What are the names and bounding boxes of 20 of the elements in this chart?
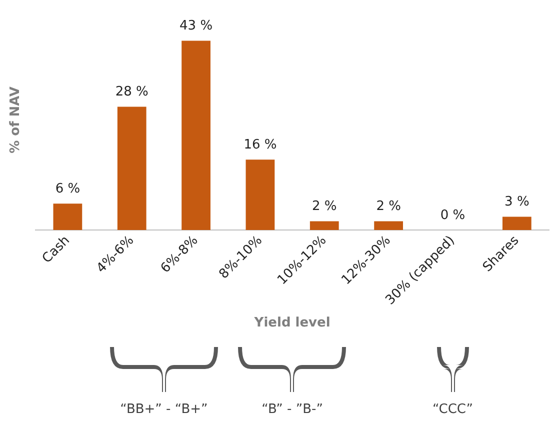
x-axis-title: Yield level [253, 316, 330, 331]
text: “CCC” [432, 402, 473, 417]
text: “BB+” - “B+” [120, 402, 208, 417]
data-label: 0 % [440, 208, 466, 223]
text: “B” - ”B-” [262, 402, 323, 417]
data-label: 3 % [504, 194, 530, 210]
bar [310, 221, 339, 230]
bar [182, 40, 210, 230]
bar [502, 216, 532, 230]
bar [246, 160, 275, 230]
data-label: 28 % [115, 84, 148, 100]
bar [117, 106, 146, 230]
y-axis-title: % of NAV [8, 86, 24, 154]
data-label: 2 % [312, 199, 337, 214]
bar [53, 204, 82, 230]
data-label: 2 % [376, 199, 401, 214]
data-label: 16 % [244, 137, 277, 152]
data-label: 43 % [180, 18, 213, 34]
data-label: 6 % [55, 181, 80, 196]
bar [374, 221, 403, 230]
